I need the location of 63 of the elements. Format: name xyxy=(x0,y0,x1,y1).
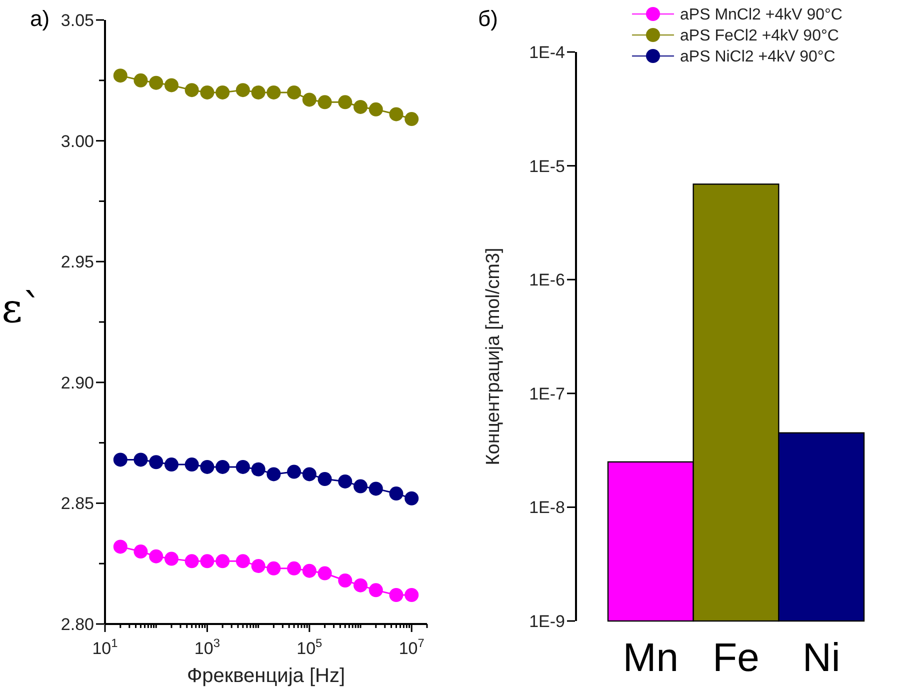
point xyxy=(389,107,404,122)
chart-title: б) xyxy=(478,6,498,31)
point xyxy=(287,561,302,576)
y-tick-label: 2.90 xyxy=(60,373,94,392)
point xyxy=(354,100,368,114)
point xyxy=(236,554,250,568)
y-tick-label: 3.05 xyxy=(60,10,94,30)
point xyxy=(200,554,214,568)
point xyxy=(404,491,419,506)
point xyxy=(251,462,266,476)
point xyxy=(404,588,419,602)
point xyxy=(404,112,419,126)
y-tick-label: 2.80 xyxy=(60,614,94,634)
point xyxy=(389,588,404,602)
y-axis-title: Концентрација [mol/cm3] xyxy=(483,248,504,466)
point xyxy=(338,474,352,488)
point xyxy=(184,458,199,472)
chart-title: a) xyxy=(30,6,50,31)
y-tick-label: 3.00 xyxy=(60,132,94,151)
y-tick-label: 2.85 xyxy=(60,494,94,514)
y-tick-label: 1E-8 xyxy=(529,498,565,518)
x-tick-label: 10$^{1}$ xyxy=(92,636,118,658)
point xyxy=(354,479,368,494)
point xyxy=(251,85,266,100)
point xyxy=(251,559,266,574)
point xyxy=(236,460,250,474)
point xyxy=(302,564,316,578)
point xyxy=(149,455,164,470)
point xyxy=(236,83,250,98)
x-tick-label: Ni xyxy=(802,636,840,680)
x-axis-title: Фреквенција [Hz] xyxy=(186,665,346,687)
legend-label: aPS MnCl2 +4kV 90°C xyxy=(680,6,842,24)
y-axis-title: ε` xyxy=(2,286,42,332)
y-tick-label: 1E-6 xyxy=(529,270,565,290)
point xyxy=(149,76,164,90)
point xyxy=(200,460,214,474)
point xyxy=(134,544,148,559)
point xyxy=(338,95,352,110)
point xyxy=(149,549,164,564)
point xyxy=(287,464,302,479)
point xyxy=(200,85,214,100)
point xyxy=(302,92,316,107)
y-tick-label: 1E-7 xyxy=(529,384,565,404)
point xyxy=(338,574,352,588)
x-tick-label: Mn xyxy=(622,636,678,680)
y-tick-label: 1E-5 xyxy=(529,156,565,176)
point xyxy=(134,73,148,88)
x-tick-label: 10$^{7}$ xyxy=(398,636,425,658)
point xyxy=(354,578,368,592)
point xyxy=(302,467,316,482)
x-tick-label: 10$^{5}$ xyxy=(296,636,323,658)
y-tick-label: 1E-4 xyxy=(529,42,565,62)
point xyxy=(184,554,199,568)
point xyxy=(134,452,148,467)
legend-label: aPS NiCl2 +4kV 90°C xyxy=(680,48,836,66)
y-tick-label: 2.95 xyxy=(60,252,94,272)
point xyxy=(287,85,302,100)
point xyxy=(184,83,199,98)
point xyxy=(389,486,404,501)
legend-label: aPS FeCl2 +4kV 90°C xyxy=(680,28,839,45)
x-tick-label: 10$^{3}$ xyxy=(194,636,220,658)
x-tick-label: Fe xyxy=(712,636,760,680)
y-tick-label: 1E-9 xyxy=(529,612,565,631)
